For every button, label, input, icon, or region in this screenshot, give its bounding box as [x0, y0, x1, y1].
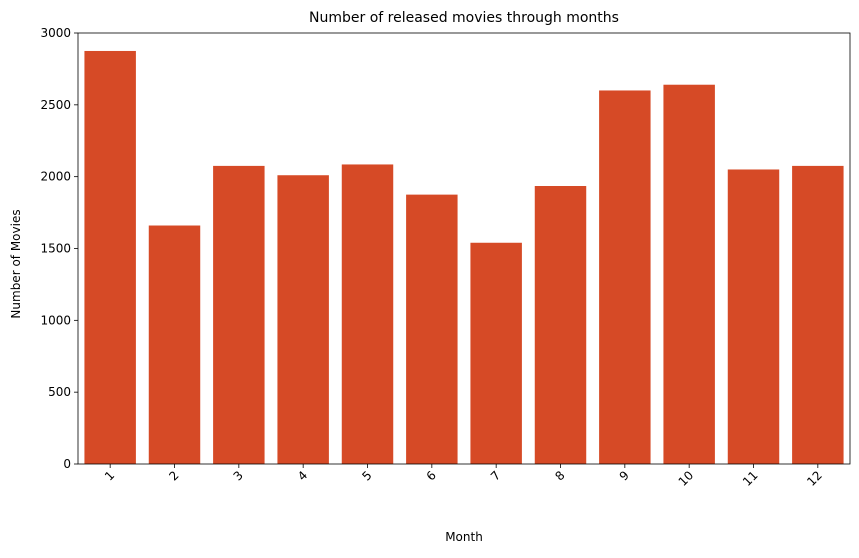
x-tick-label: 5 [359, 468, 374, 483]
y-tick-label: 3000 [40, 26, 71, 40]
x-tick-label: 12 [804, 468, 825, 489]
bar-month-3 [213, 165, 265, 464]
x-tick-label: 9 [617, 468, 632, 483]
bar-month-5 [341, 164, 394, 464]
x-tick-label: 11 [740, 468, 761, 489]
y-tick-label: 2000 [40, 170, 71, 184]
bar-month-8 [534, 186, 587, 464]
y-tick-label: 2500 [40, 98, 71, 112]
bar-month-4 [277, 175, 329, 465]
y-axis-label: Number of Movies [9, 209, 23, 318]
bar-month-10 [663, 84, 715, 464]
y-tick-label: 500 [48, 385, 71, 399]
chart-title: Number of released movies through months [309, 10, 619, 26]
bar-month-12 [792, 165, 844, 464]
x-axis: 1 2 3 4 5 6 7 8 9 10 11 12 [102, 464, 825, 489]
x-tick-label: 8 [552, 468, 567, 483]
x-tick-label: 3 [231, 468, 246, 483]
y-axis: 0 500 1000 1500 2000 2500 3000 [40, 26, 78, 471]
bar-month-2 [148, 225, 201, 464]
y-tick-label: 1000 [40, 313, 71, 327]
plot-frame [77, 32, 851, 465]
x-tick-label: 10 [676, 468, 697, 489]
x-tick-label: 4 [295, 468, 310, 483]
bar-month-6 [406, 194, 458, 464]
bar-month-1 [84, 50, 136, 464]
y-tick-label: 0 [63, 457, 71, 471]
x-tick-label: 6 [424, 468, 439, 483]
y-tick-label: 1500 [40, 242, 71, 256]
bar-month-9 [599, 90, 651, 464]
x-tick-label: 2 [166, 468, 181, 483]
x-axis-label: Month [445, 530, 483, 544]
bar-month-11 [727, 169, 780, 464]
x-tick-label: 7 [488, 468, 503, 483]
bar-month-7 [470, 242, 522, 464]
bars-group [84, 50, 844, 465]
x-tick-label: 1 [102, 468, 117, 483]
